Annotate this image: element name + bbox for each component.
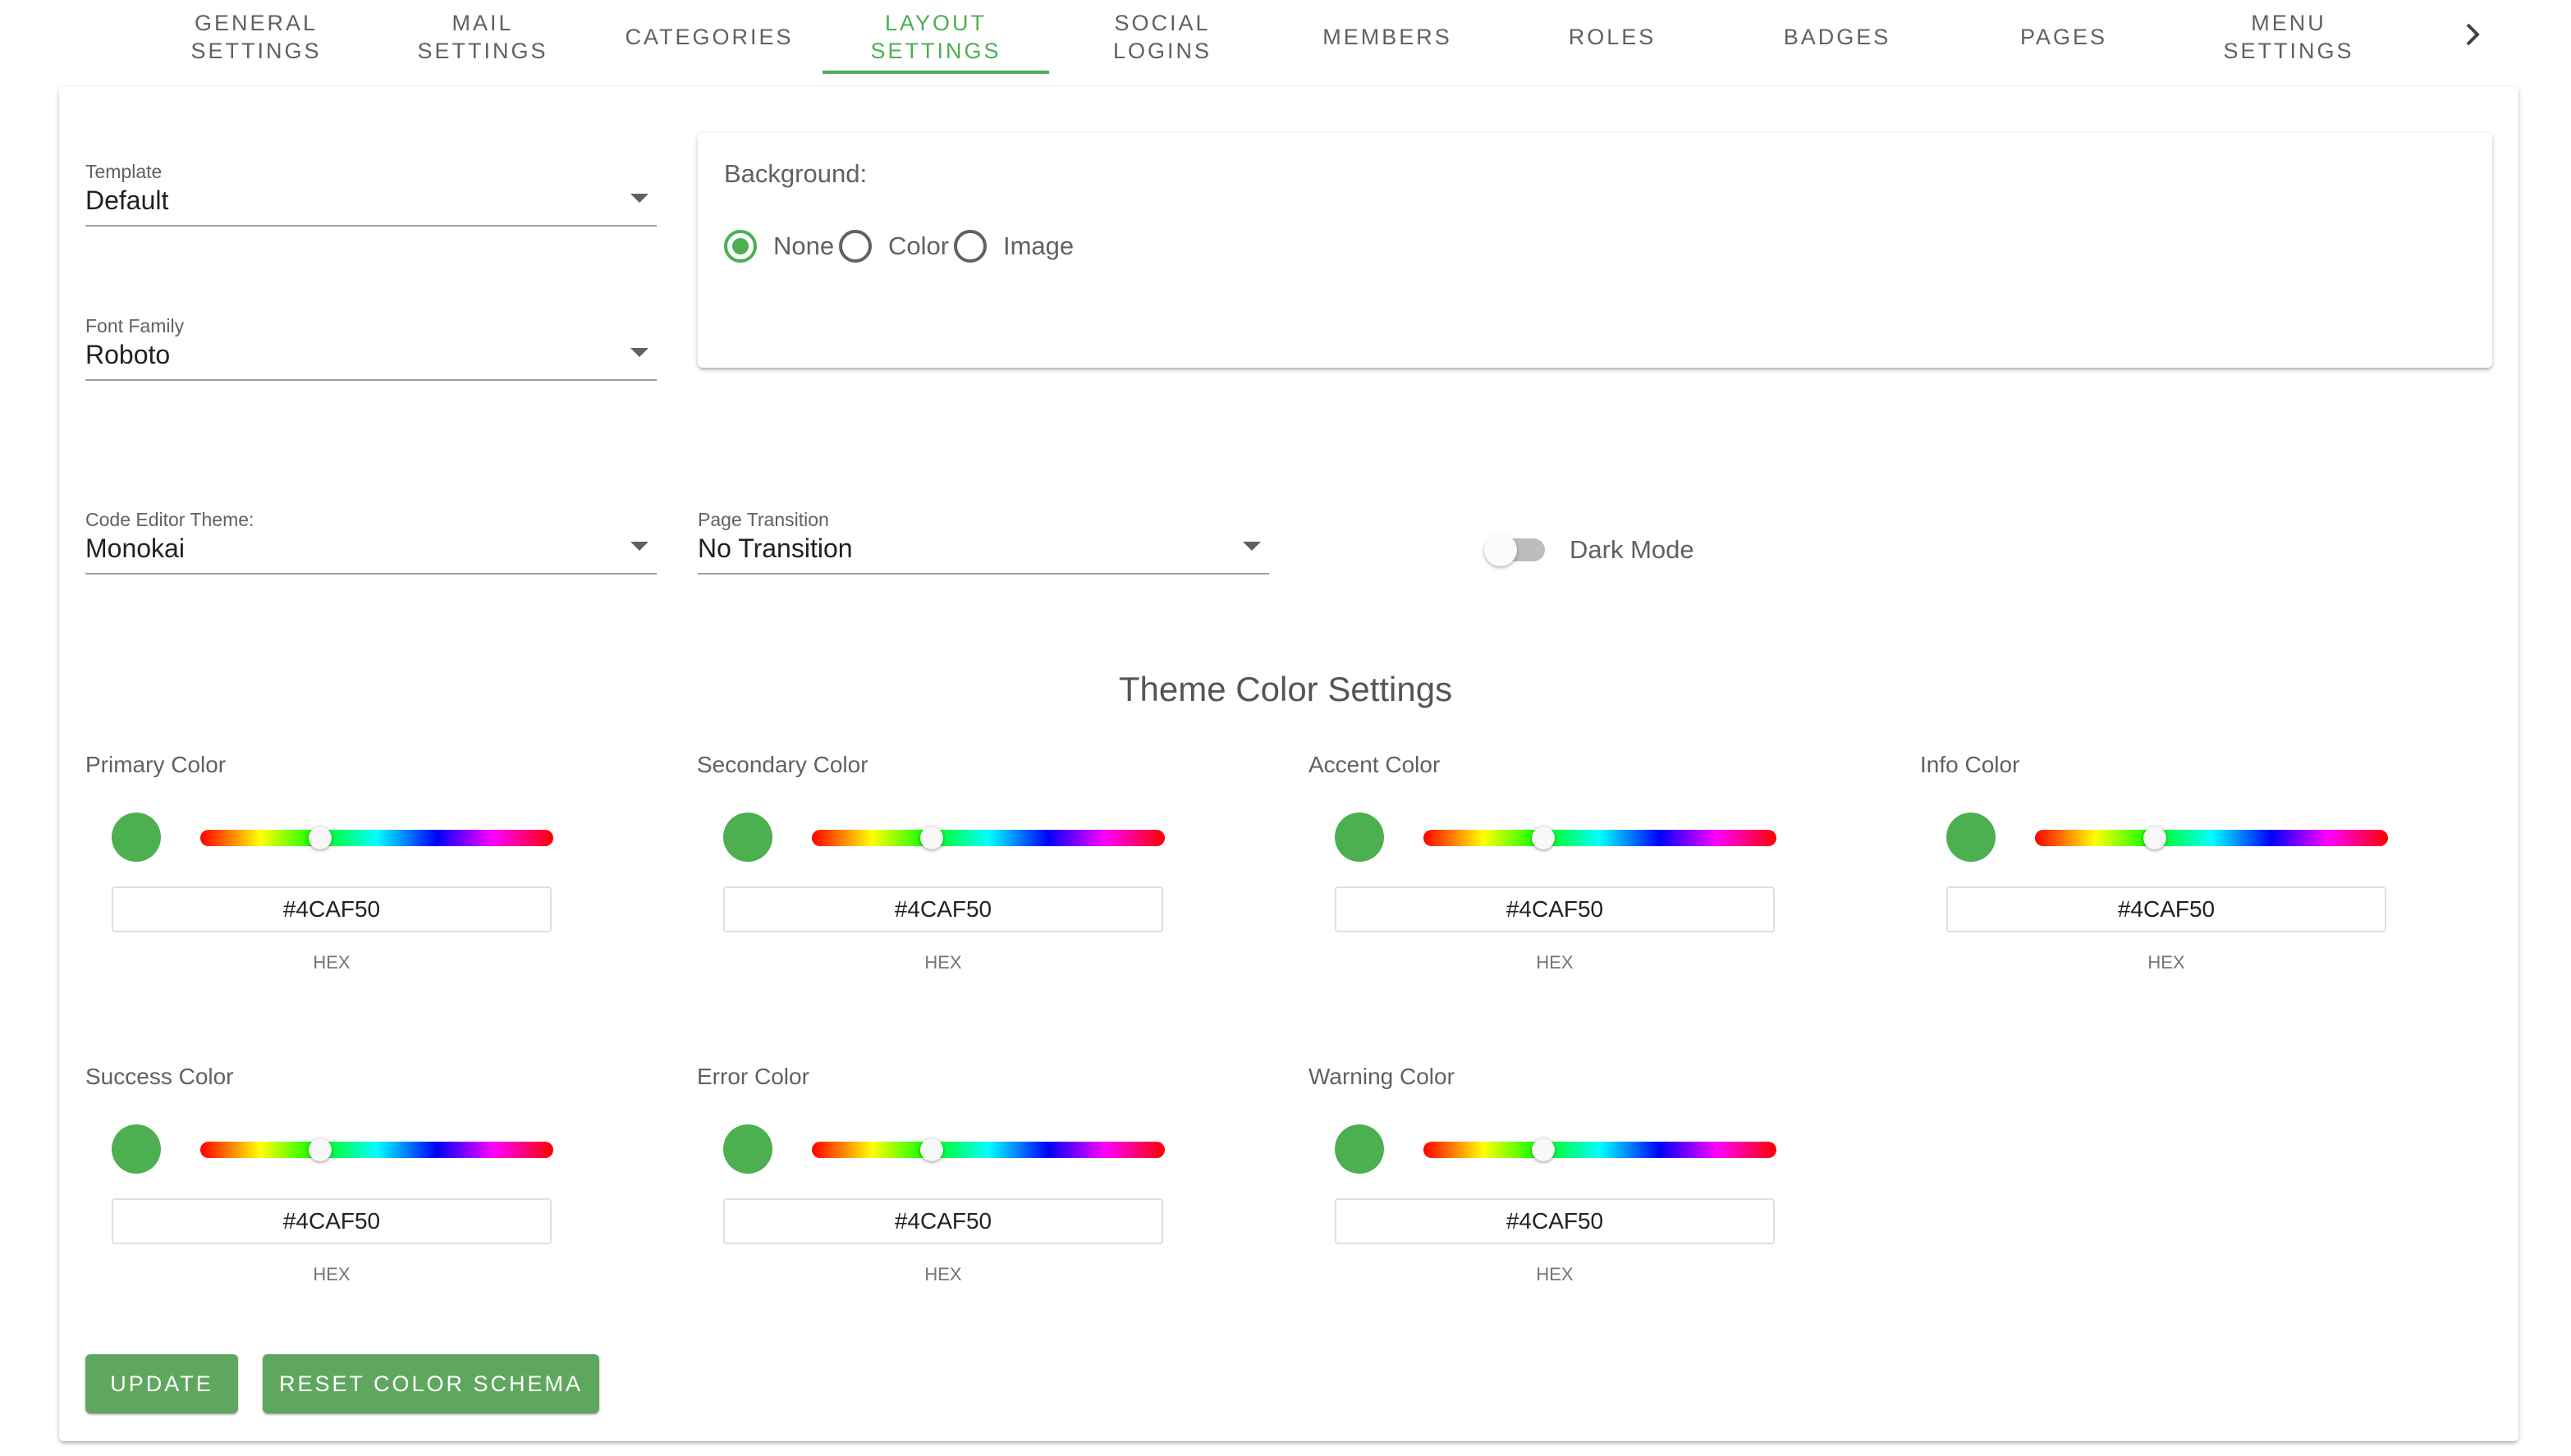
accent-color-label: Accent Color: [1308, 752, 1441, 777]
theme-color-settings-title: Theme Color Settings: [1118, 670, 1453, 708]
secondary-hex-input[interactable]: [723, 886, 1163, 932]
error-hex-label: HEX: [924, 1264, 962, 1284]
info-color-label: Info Color: [1920, 752, 2020, 777]
info-color-swatch: [1946, 813, 1996, 862]
font-family-value: Roboto: [85, 340, 171, 369]
tab-layout-settings[interactable]: LAYOUT SETTINGS: [823, 0, 1049, 74]
error-hue-slider-thumb[interactable]: [920, 1138, 944, 1161]
warning-hex-label: HEX: [1536, 1264, 1574, 1284]
secondary-color-label: Secondary Color: [697, 752, 868, 777]
code-editor-theme-value: Monokai: [85, 533, 185, 563]
success-color-swatch: [112, 1124, 161, 1174]
success-hue-slider[interactable]: [200, 1138, 553, 1161]
template-value: Default: [85, 185, 169, 215]
font-family-select[interactable]: Font Family Roboto: [85, 315, 657, 381]
dark-mode-label: Dark Mode: [1570, 535, 1694, 564]
switch-track: [1484, 533, 1545, 566]
success-color-picker: Success Color HEX: [85, 1064, 660, 1302]
success-hex-label: HEX: [313, 1264, 351, 1284]
tab-roles[interactable]: ROLES: [1568, 25, 1657, 49]
primary-color-swatch: [112, 813, 161, 862]
background-panel: Background:: [698, 133, 2492, 368]
tabs-next-button[interactable]: [2454, 11, 2491, 57]
success-color-label: Success Color: [85, 1064, 234, 1089]
accent-color-swatch: [1335, 813, 1384, 862]
caret-down-icon: [1243, 542, 1261, 551]
warning-color-picker: Warning Color HEX: [1308, 1064, 1883, 1302]
success-hue-slider-thumb[interactable]: [309, 1138, 332, 1161]
accent-hue-slider[interactable]: [1423, 826, 1776, 849]
secondary-color-picker: Secondary Color HEX: [697, 752, 1272, 990]
background-radio-color[interactable]: Color: [839, 230, 949, 263]
page-transition-label: Page Transition: [698, 509, 829, 530]
warning-color-label: Warning Color: [1308, 1064, 1455, 1089]
caret-down-icon: [630, 194, 648, 203]
caret-down-icon: [630, 542, 648, 551]
tab-pages[interactable]: PAGES: [2019, 25, 2108, 49]
primary-hex-input[interactable]: [112, 886, 552, 932]
tab-menu-settings[interactable]: MENU SETTINGS: [2223, 11, 2354, 63]
radio-label-color: Color: [888, 231, 950, 260]
warning-color-swatch: [1335, 1124, 1384, 1174]
caret-down-icon: [630, 348, 648, 357]
tab-general-settings[interactable]: GENERAL SETTINGS: [190, 11, 322, 63]
error-color-picker: Error Color HEX: [697, 1064, 1272, 1302]
tab-badges[interactable]: BADGES: [1783, 25, 1891, 49]
update-button[interactable]: UPDATE: [85, 1354, 238, 1413]
background-radio-image[interactable]: Image: [954, 230, 1074, 263]
primary-color-label: Primary Color: [85, 752, 227, 777]
page-transition-value: No Transition: [698, 533, 853, 563]
code-editor-theme-select[interactable]: Code Editor Theme: Monokai: [85, 509, 657, 575]
error-color-swatch: [723, 1124, 772, 1174]
info-color-picker: Info Color HEX: [1920, 752, 2495, 990]
error-hex-input[interactable]: [723, 1198, 1163, 1244]
error-hue-slider[interactable]: [812, 1138, 1165, 1161]
primary-hex-label: HEX: [313, 952, 351, 973]
info-hex-input[interactable]: [1946, 886, 2386, 932]
template-label: Template: [85, 161, 163, 182]
tab-mail-settings[interactable]: MAIL SETTINGS: [417, 11, 548, 63]
font-family-label: Font Family: [85, 315, 185, 337]
info-hue-slider-thumb[interactable]: [2143, 826, 2167, 849]
page-transition-select[interactable]: Page Transition No Transition: [698, 509, 1269, 575]
warning-hue-slider[interactable]: [1423, 1138, 1776, 1161]
chevron-right-icon: [2466, 23, 2480, 46]
primary-hue-slider-thumb[interactable]: [309, 826, 332, 849]
radio-checked-icon: [724, 230, 757, 263]
warning-hex-input[interactable]: [1335, 1198, 1775, 1244]
background-radio-none[interactable]: None: [724, 230, 834, 263]
code-editor-theme-label: Code Editor Theme:: [85, 509, 254, 530]
template-select[interactable]: Template Default: [85, 161, 657, 227]
secondary-color-swatch: [723, 813, 772, 862]
tab-members[interactable]: MEMBERS: [1322, 25, 1452, 49]
secondary-hex-label: HEX: [924, 952, 962, 973]
primary-color-picker: Primary Color HEX: [85, 752, 660, 990]
settings-tabs: GENERAL SETTINGS MAIL SETTINGS CATEGORIE…: [0, 0, 2571, 76]
dark-mode-switch[interactable]: Dark Mode: [1484, 533, 1694, 566]
info-hue-slider[interactable]: [2035, 826, 2388, 849]
accent-color-picker: Accent Color HEX: [1308, 752, 1883, 990]
radio-label-none: None: [773, 231, 835, 260]
radio-unchecked-icon: [954, 230, 987, 263]
tab-social-logins[interactable]: SOCIAL LOGINS: [1112, 11, 1212, 63]
tab-categories[interactable]: CATEGORIES: [625, 25, 794, 49]
primary-hue-slider[interactable]: [200, 826, 553, 849]
warning-hue-slider-thumb[interactable]: [1532, 1138, 1556, 1161]
info-hex-label: HEX: [2147, 952, 2185, 973]
background-title: Background:: [724, 159, 868, 188]
secondary-hue-slider-thumb[interactable]: [920, 826, 944, 849]
accent-hex-label: HEX: [1536, 952, 1574, 973]
radio-unchecked-icon: [839, 230, 872, 263]
success-hex-input[interactable]: [112, 1198, 552, 1244]
accent-hex-input[interactable]: [1335, 886, 1775, 932]
secondary-hue-slider[interactable]: [812, 826, 1165, 849]
switch-thumb: [1484, 533, 1517, 566]
accent-hue-slider-thumb[interactable]: [1532, 826, 1556, 849]
error-color-label: Error Color: [697, 1064, 809, 1089]
radio-label-image: Image: [1003, 231, 1075, 260]
reset-color-schema-button[interactable]: RESET COLOR SCHEMA: [263, 1354, 599, 1413]
